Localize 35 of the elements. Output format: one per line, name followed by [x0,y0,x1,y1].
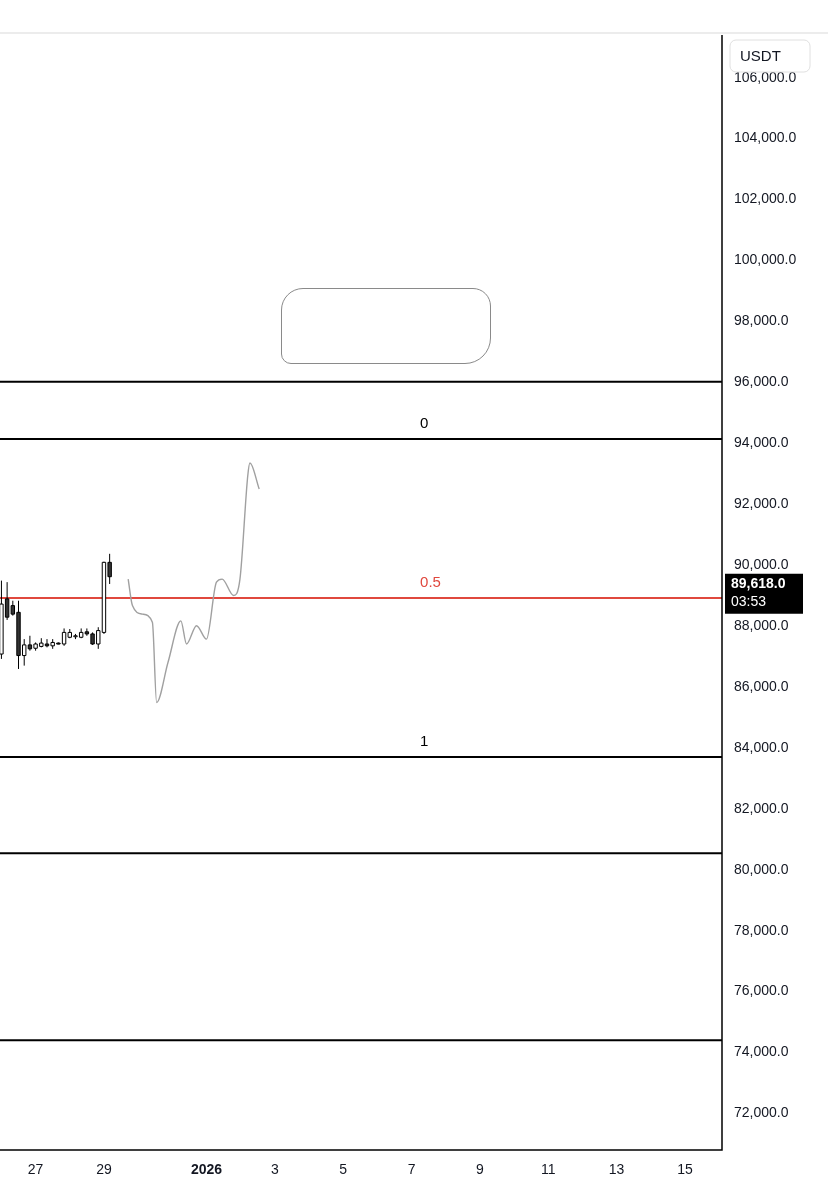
y-tick-label: 74,000.0 [734,1043,789,1060]
annotation: 1 [420,731,429,749]
text: 89,618.0 [731,574,786,591]
annotation: 0 [420,413,429,431]
y-tick-label: 72,000.0 [734,1104,789,1121]
y-tick-label: 102,000.0 [734,190,797,207]
y-tick-label: 84,000.0 [734,738,789,755]
y-tick-label: 78,000.0 [734,921,789,938]
y-axis-title: USDT [740,47,781,65]
y-tick-label: 100,000.0 [734,251,797,268]
y-tick-label: 92,000.0 [734,495,789,512]
x-tick-label: 3 [270,1161,279,1178]
annotation: 0.5 [420,572,441,590]
y-tick-label: 104,000.0 [734,129,797,146]
y-tick-label: 96,000.0 [734,373,789,390]
x-tick-label: 13 [608,1161,625,1178]
x-tick-label: 7 [407,1161,416,1178]
y-tick-label: 80,000.0 [734,860,789,877]
text: 03:53 [731,592,767,609]
x-tick-label: 29 [96,1161,112,1178]
x-tick-label: 2026 [190,1161,223,1178]
x-tick-label: 5 [339,1161,348,1178]
y-tick-label: 98,000.0 [734,312,789,329]
y-tick-label: 82,000.0 [734,799,789,816]
x-tick-label: 9 [476,1161,485,1178]
y-tick-label: 86,000.0 [734,677,789,694]
y-tick-label: 94,000.0 [734,434,789,451]
x-tick-label: 11 [540,1161,556,1178]
y-tick-label: 106,000.0 [734,68,797,85]
x-tick-label: 15 [677,1161,693,1178]
y-tick-label: 76,000.0 [734,982,789,999]
y-tick-label: 88,000.0 [734,616,789,633]
y-tick-label: 90,000.0 [734,555,789,572]
x-tick-label: 27 [27,1161,44,1178]
line-series [127,462,260,704]
